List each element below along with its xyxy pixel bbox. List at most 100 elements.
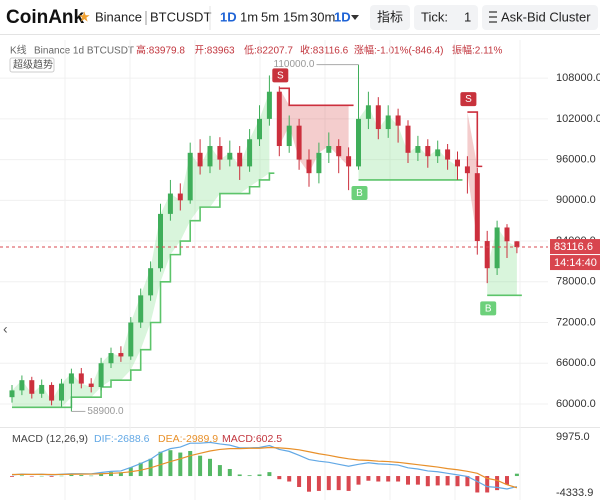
- candle-body: [395, 115, 401, 126]
- y-tick-label: 108000.0: [556, 72, 600, 84]
- dea-line: [11, 446, 518, 489]
- y2-tick-label: 9975.0: [556, 431, 590, 443]
- candle-body: [326, 146, 332, 153]
- button-bg[interactable]: [370, 5, 410, 30]
- macd-bar: [158, 451, 163, 477]
- macd-bar: [465, 476, 470, 487]
- candle-body: [385, 115, 391, 130]
- scroll-left[interactable]: ‹: [3, 321, 8, 337]
- candle-body: [19, 380, 25, 391]
- macd-bar: [514, 473, 519, 477]
- supertrend-line: [279, 87, 354, 107]
- indicator-box[interactable]: [9, 57, 55, 73]
- y-tick-label: 90000.0: [556, 194, 596, 206]
- interval[interactable]: 15m: [283, 9, 308, 24]
- trend-fill: [12, 91, 270, 408]
- macd-bar: [168, 450, 173, 477]
- macd-bar: [69, 474, 74, 477]
- candle-body: [257, 118, 262, 140]
- tick-value[interactable]: 1: [464, 9, 471, 24]
- info-item: Binance 1d BTCUSDT: [34, 46, 134, 57]
- candle-body: [138, 295, 144, 323]
- macd-bar: [178, 452, 183, 477]
- interval[interactable]: 1m: [240, 9, 258, 24]
- macd-bar: [396, 476, 401, 482]
- info-item: 收:83116.6: [300, 44, 349, 57]
- candle-body: [177, 193, 183, 201]
- macd-bar: [316, 476, 321, 491]
- macd-header: MACD: [12, 433, 43, 445]
- candle-body: [98, 363, 104, 387]
- y-tick-label: 72000.0: [556, 316, 596, 328]
- macd-bar: [485, 476, 490, 493]
- candle-body: [266, 91, 272, 119]
- candle-body: [247, 139, 253, 167]
- macd-bar: [505, 476, 509, 485]
- exchange[interactable]: Binance: [95, 9, 142, 24]
- signal-box: [480, 301, 497, 316]
- button-bg[interactable]: [482, 5, 598, 30]
- candle-body: [365, 105, 371, 119]
- candle-body: [108, 353, 114, 364]
- macd-bar: [237, 474, 242, 477]
- candle-body: [217, 146, 223, 160]
- candle-body: [514, 241, 520, 248]
- macd-bar: [10, 476, 14, 477]
- macd-bar: [425, 476, 430, 487]
- macd-bar: [386, 476, 391, 482]
- macd-bar: [208, 458, 212, 477]
- star-icon[interactable]: ★: [78, 9, 91, 25]
- trend-fills: [12, 88, 517, 408]
- symbol[interactable]: BTCUSDT: [150, 9, 211, 24]
- candle-body: [29, 380, 35, 394]
- info-item: K线: [10, 44, 27, 57]
- candle-body: [276, 91, 282, 147]
- candle-body: [187, 152, 193, 201]
- interval[interactable]: 1D: [334, 9, 351, 24]
- macd-bar: [287, 476, 292, 482]
- candle-body: [49, 384, 55, 401]
- candle-body: [128, 322, 134, 357]
- cluster-button[interactable]: Ask-Bid Cluster: [501, 9, 591, 24]
- countdown-box: [550, 255, 600, 271]
- signal-label: B: [485, 303, 492, 314]
- macd-bar: [99, 473, 104, 477]
- macd-header: (12,26,9): [46, 433, 88, 445]
- macd-bar: [198, 455, 203, 477]
- candle-body: [464, 166, 470, 174]
- candle-body: [435, 149, 441, 157]
- last-price-label: 83116.6: [554, 241, 593, 253]
- button-bg[interactable]: [414, 5, 478, 30]
- y-tick-label: 66000.0: [556, 357, 596, 369]
- interval[interactable]: 1D: [220, 9, 237, 24]
- candle-body: [504, 227, 510, 242]
- candle-body: [88, 383, 94, 387]
- macd-bar: [118, 472, 123, 477]
- brand[interactable]: CoinAnk: [6, 7, 85, 28]
- signal-label: S: [465, 94, 472, 105]
- candle-body: [474, 173, 480, 242]
- high-marker-label: 110000.0: [274, 59, 315, 70]
- candle-body: [484, 241, 490, 269]
- candle-body: [68, 373, 74, 384]
- macd-bar: [366, 476, 371, 481]
- info-item: 涨幅:-1.01%(-846.4): [354, 44, 443, 57]
- macd-bar: [307, 476, 311, 492]
- macd-bar: [79, 475, 84, 477]
- macd-bar: [267, 472, 272, 477]
- info-item: 低:82207.7: [244, 44, 293, 57]
- candle-body: [286, 125, 292, 147]
- supertrend-line: [467, 111, 483, 168]
- trend-fill: [358, 105, 458, 180]
- indicator-label[interactable]: 超级趋势: [13, 58, 53, 71]
- macd-bar: [49, 476, 54, 477]
- interval[interactable]: 30m: [310, 9, 335, 24]
- tick-label: Tick:: [421, 9, 448, 24]
- last-price-box: [550, 239, 600, 255]
- candle-body: [59, 383, 64, 401]
- indicator-button[interactable]: 指标: [377, 9, 403, 24]
- signal-label: S: [277, 70, 284, 81]
- macd-bar: [227, 468, 232, 477]
- macd-bar: [475, 476, 480, 493]
- interval[interactable]: 5m: [261, 9, 279, 24]
